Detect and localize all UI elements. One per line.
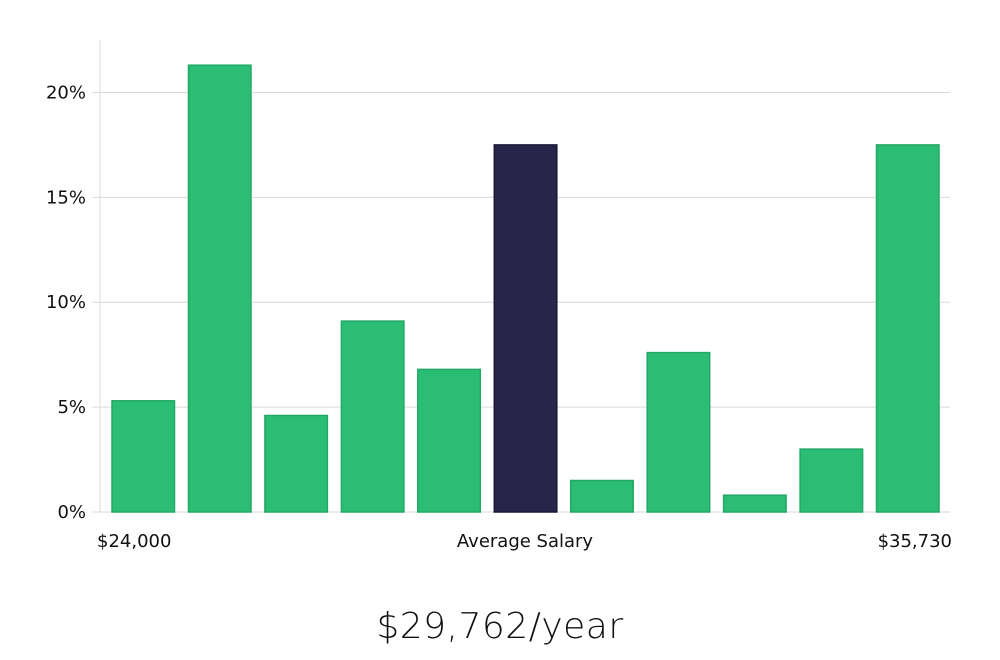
salary-histogram: 0% 5% 10% 15% 20% $24,000 Average Salary $35… <box>46 40 952 552</box>
salary-bar <box>799 448 864 513</box>
salary-bar <box>875 144 940 513</box>
salary-bar <box>264 414 329 513</box>
chart-canvas: 0% 5% 10% 15% 20% $24,000 Average Salary $35… <box>46 40 952 552</box>
bar-layer <box>111 64 940 513</box>
y-tick-label: 15% <box>46 187 86 208</box>
x-axis-label: Average Salary <box>457 531 594 552</box>
salary-bar <box>340 320 405 513</box>
salary-bar <box>569 479 634 513</box>
average-salary-bar <box>493 144 558 513</box>
average-salary-caption: $29,762/year <box>376 606 624 647</box>
x-start-label: $24,000 <box>97 531 171 552</box>
salary-bar <box>646 351 711 513</box>
y-tick-label: 10% <box>46 292 86 313</box>
y-tick-label: 20% <box>46 82 86 103</box>
y-tick-layer: 0% 5% 10% 15% 20% <box>46 82 86 523</box>
salary-bar <box>722 494 787 513</box>
salary-bar <box>187 64 252 513</box>
salary-bar <box>417 368 482 513</box>
y-tick-label: 0% <box>57 502 86 523</box>
y-tick-label: 5% <box>57 397 86 418</box>
salary-bar <box>111 400 176 513</box>
x-end-label: $35,730 <box>878 531 952 552</box>
